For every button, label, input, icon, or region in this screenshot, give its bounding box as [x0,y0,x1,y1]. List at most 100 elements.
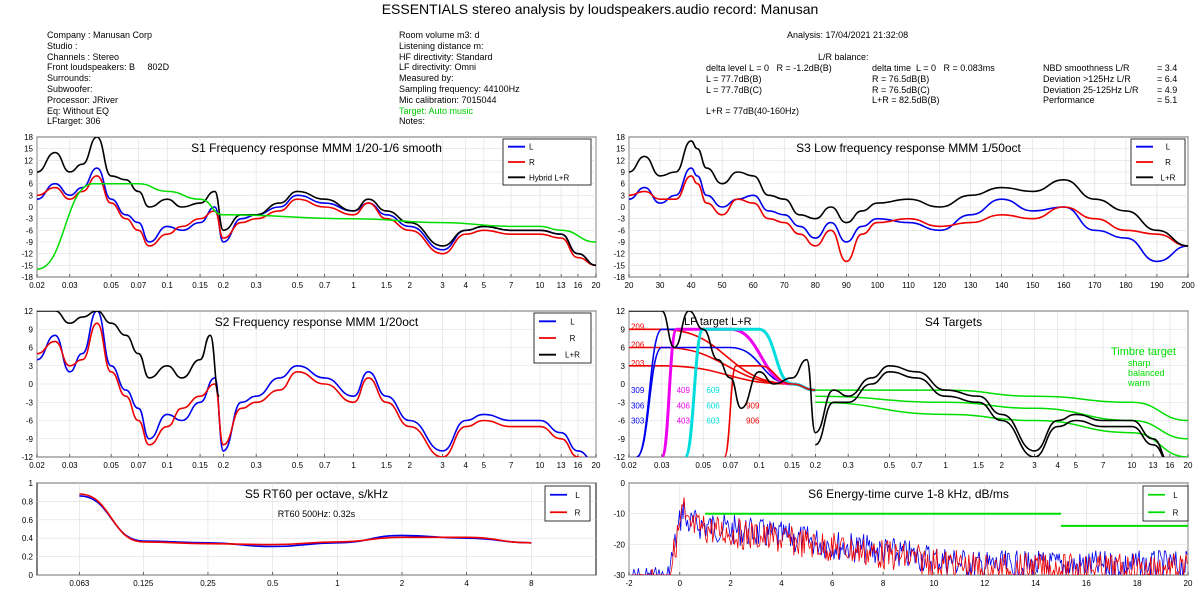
x-tick-label: 0.02 [621,461,637,470]
x-tick-label: 10 [1127,461,1136,470]
target-code-label: 206 [631,341,645,350]
y-tick-label: 0 [29,571,34,580]
x-tick-label: 4 [464,281,469,290]
balance-line: delta time L = 0 R = 0.083ms [872,63,995,73]
x-tick-label: 0.5 [884,461,896,470]
x-tick-label: 3 [440,281,445,290]
x-tick-label: 2 [999,461,1004,470]
legend: LR L+R [1130,138,1186,186]
y-tick-label: 0.4 [22,534,34,543]
legend-label: R [1173,508,1179,517]
x-tick-label: 0 [678,579,683,588]
y-tick-label: -10 [613,510,625,519]
balance-line: R = 76.5dB(B) [872,73,930,84]
x-tick-label: 0.7 [911,461,923,470]
metric-value: = 3.4 [1157,63,1178,73]
y-tick-label: 0.8 [22,497,34,506]
x-tick-label: 16 [1082,579,1091,588]
metric-value: = 6.4 [1157,73,1178,84]
x-tick-label: 10 [535,461,544,470]
y-tick-label: 0 [29,203,34,212]
series-line-sharp [815,389,1188,422]
y-tick-label: 12 [616,307,625,316]
legend-label: R [529,158,535,167]
y-tick-label: -12 [21,453,33,462]
x-tick-label: 2 [407,461,412,470]
x-tick-label: 4 [464,461,469,470]
target-code-label: 406 [677,401,691,410]
x-tick-label: 60 [749,281,758,290]
legend-label: L [575,491,580,500]
x-tick-label: 16 [573,281,582,290]
balance-line: L+R = 77dB(40-160Hz) [706,106,800,117]
x-tick-label: 0.3 [251,461,263,470]
x-tick-label: 10 [535,281,544,290]
x-tick-label: 190 [1150,281,1164,290]
info-line: HF directivity: Standard [399,51,493,62]
chart-title: S5 RT60 per octave, s/kHz [245,487,388,501]
x-tick-label: 0.07 [131,281,147,290]
x-tick-label: 8 [529,579,534,588]
y-tick-label: -9 [26,435,34,444]
target-code-label: 203 [631,359,645,368]
x-tick-label: 7 [1101,461,1106,470]
y-tick-label: 12 [616,156,625,165]
x-tick-label: 0.063 [69,579,90,588]
balance-line: L+R = 82.5dB(B) [872,95,940,106]
metric-label: Deviation 25-125Hz L/R [1043,84,1139,95]
y-tick-label: 9 [621,325,626,334]
plot-series [37,137,596,270]
info-line: Target: Auto music [399,105,474,116]
metric-value: = 4.9 [1157,84,1178,95]
legend: LR Hybrid L+R [502,138,592,186]
y-tick-label: -20 [613,540,625,549]
info-line: Eq: Without EQ [47,105,110,116]
balance-line: R = 76.5dB(C) [872,84,930,95]
x-tick-label: 0.1 [162,281,174,290]
legend-label: R [570,334,576,343]
x-tick-label: 0.02 [29,461,45,470]
timbre-title: Timbre target [1111,346,1176,358]
info-line: Studio : [47,40,78,51]
y-tick-label: -12 [21,250,33,259]
x-tick-label: 1 [335,579,340,588]
x-tick-label: 0.3 [843,461,855,470]
x-tick-label: 4 [1056,461,1061,470]
x-tick-label: 13 [557,281,566,290]
legend: LR [544,485,591,522]
y-tick-label: 0 [621,380,626,389]
plot-series [37,311,588,457]
x-tick-label: 20 [1184,461,1193,470]
y-tick-label: 18 [616,133,625,142]
series-line-R [37,322,583,457]
y-tick-label: 15 [24,145,33,154]
chart-title: S3 Low frequency response MMM 1/50oct [796,141,1021,155]
timbre-item: warm [1127,378,1150,388]
x-tick-label: 20 [625,281,634,290]
y-tick-label: 6 [29,344,34,353]
balance-line: L = 77.7dB(C) [706,84,762,95]
x-tick-label: 1 [943,461,948,470]
target-code-label: 603 [706,417,720,426]
x-tick-label: 0.03 [62,461,78,470]
x-tick-label: 20 [592,281,601,290]
info-line: Surrounds: [47,73,92,84]
y-tick-label: 6 [621,180,626,189]
x-tick-label: 20 [592,461,601,470]
y-tick-label: 6 [621,344,626,353]
legend: LR [1142,485,1189,522]
y-tick-label: -15 [21,261,33,270]
metric-label: Performance [1043,95,1095,106]
target-code-label: 609 [706,386,720,395]
x-tick-label: 0.03 [62,281,78,290]
info-line: Subwoofer: [47,84,93,94]
x-tick-label: 0.125 [133,579,154,588]
x-tick-label: 4 [464,579,469,588]
x-tick-label: 16 [573,461,582,470]
x-tick-label: 0.15 [784,461,800,470]
x-tick-label: 10 [929,579,938,588]
x-tick-label: 70 [780,281,789,290]
info-line: Company : Manusan Corp [47,30,153,40]
info-line: Room volume m3: d [399,30,480,40]
x-tick-label: 0.05 [103,461,119,470]
